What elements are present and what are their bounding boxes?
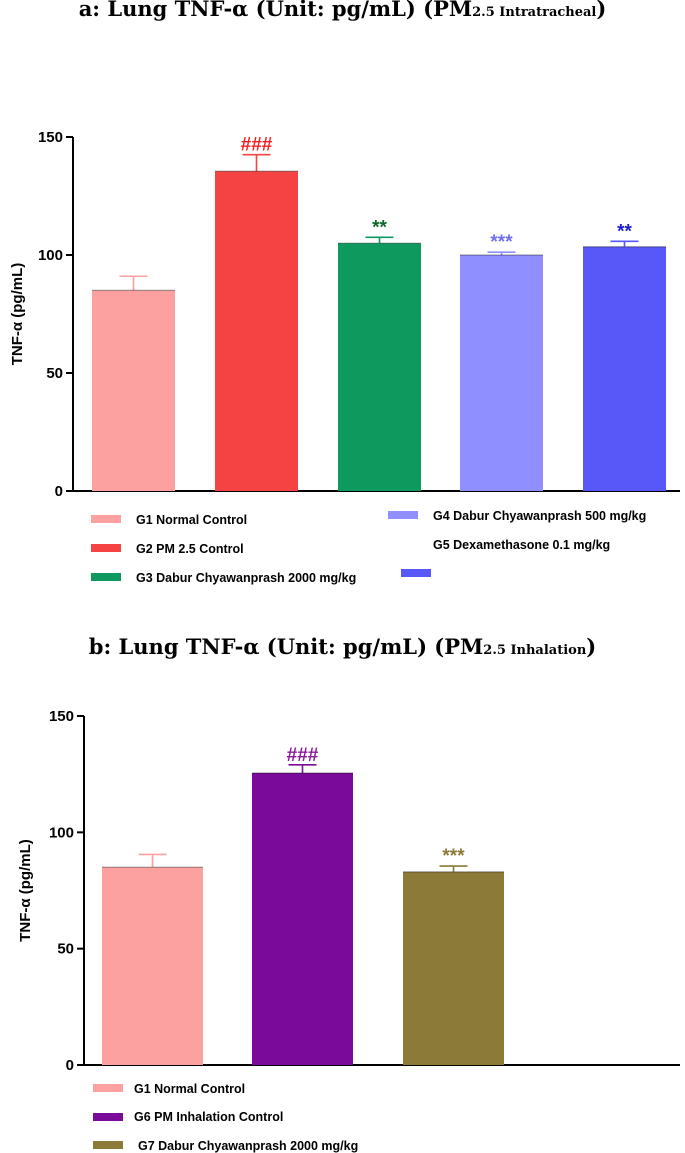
chart-a-y-tick-label: 150 (38, 129, 63, 146)
chart-b-y-tick-label: 150 (49, 708, 74, 725)
chart-a-title-prefix: a: Lung TNF-α (Unit: pg/mL) (PM (78, 0, 473, 21)
chart-a-y-tick-label: 100 (38, 247, 63, 264)
chart-a-legend-label: G3 Dabur Chyawanprash 2000 mg/kg (136, 571, 356, 585)
chart-a-legend-label: G1 Normal Control (136, 513, 247, 527)
chart-b-y-tick-label: 100 (49, 824, 74, 841)
chart-b-title-suffix: ) (586, 634, 597, 659)
chart-a-y-tick-label: 0 (55, 483, 63, 500)
chart-a-legend-label: G5 Dexamethasone 0.1 mg/kg (433, 538, 610, 552)
chart-a-legend-swatch (388, 511, 418, 519)
chart-b-bar (403, 871, 504, 1065)
chart-b-bar (252, 773, 353, 1065)
chart-a-legend-swatch (401, 569, 431, 577)
chart-b: 0 50 100 150 TNF-α (pg/mL) ### *** G1 Normal Co… (17, 708, 680, 1153)
chart-a-legend-label: G4 Dabur Chyawanprash 500 mg/kg (433, 509, 646, 523)
chart-b-y-axis-label: TNF-α (pg/mL) (17, 839, 34, 942)
chart-a-significance-label: *** (490, 232, 513, 253)
chart-a-significance-label: ** (372, 217, 387, 238)
chart-b-y-tick-label: 0 (66, 1057, 74, 1074)
chart-a-significance-label: ### (241, 135, 273, 156)
chart-a-title-suffix: ) (596, 0, 607, 21)
chart-a-y-axis-label: TNF-α (pg/mL) (9, 263, 26, 366)
chart-b-legend-swatch (93, 1113, 123, 1121)
chart-b-legend-label: G6 PM Inhalation Control (134, 1110, 283, 1124)
chart-b-significance-label: *** (442, 846, 465, 867)
chart-a-legend-label: G2 PM 2.5 Control (136, 542, 244, 556)
chart-a-y-tick-label: 50 (46, 365, 63, 382)
chart-a-title: a: Lung TNF-α (Unit: pg/mL) (PM2.5 Intra… (0, 0, 685, 21)
chart-b-title-subscript: 2.5 Inhalation (483, 643, 587, 658)
chart-b-y-tick-label: 50 (57, 941, 74, 958)
chart-b-bar (102, 867, 203, 1065)
chart-b-title-prefix: b: Lung TNF-α (Unit: pg/mL) (PM (88, 634, 484, 659)
chart-a-bar (583, 246, 666, 491)
chart-a-bar (460, 255, 543, 491)
chart-b-legend-swatch (93, 1084, 123, 1092)
chart-a-bar (338, 243, 421, 491)
chart-b-significance-label: ### (287, 745, 319, 766)
chart-b-legend-label: G7 Dabur Chyawanprash 2000 mg/kg (138, 1139, 358, 1153)
chart-a-bar (215, 171, 298, 491)
chart-a-significance-label: ** (617, 221, 632, 242)
chart-b-legend-swatch (93, 1141, 123, 1149)
chart-b-title: b: Lung TNF-α (Unit: pg/mL) (PM2.5 Inhal… (0, 634, 685, 659)
chart-a-legend-swatch (91, 544, 121, 552)
chart-a-bar (92, 290, 175, 491)
chart-b-legend-label: G1 Normal Control (134, 1082, 245, 1096)
chart-a-title-subscript: 2.5 Intratracheal (472, 5, 597, 20)
chart-a-legend-swatch (91, 573, 121, 581)
chart-a-legend-swatch (91, 515, 121, 523)
